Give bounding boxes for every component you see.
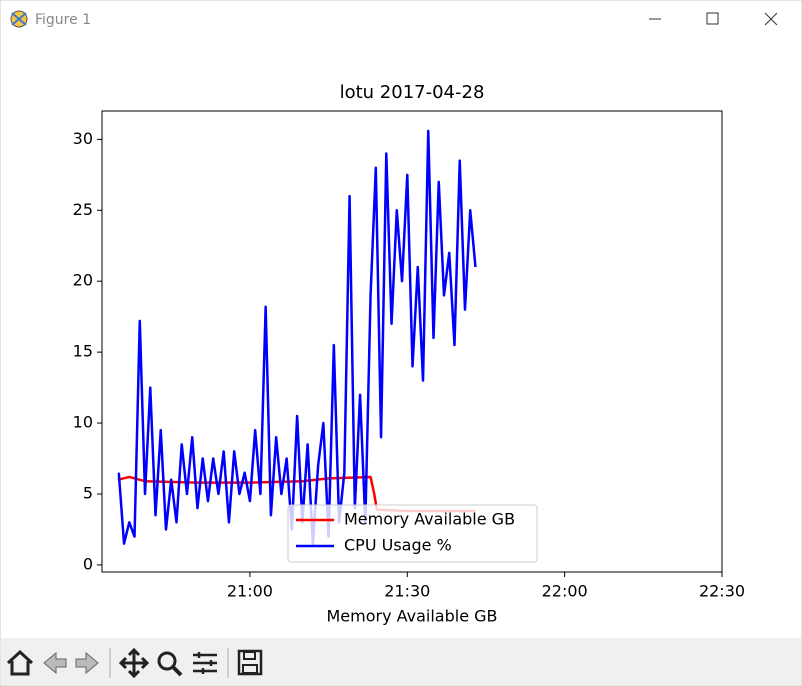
- app-icon: [10, 10, 28, 28]
- x-tick-label: 21:00: [227, 582, 273, 601]
- home-button[interactable]: [6, 649, 34, 676]
- y-tick-label: 25: [73, 200, 93, 219]
- legend: Memory Available GB CPU Usage %: [287, 504, 538, 563]
- x-tick-label: 21:30: [384, 582, 430, 601]
- legend-label: CPU Usage %: [344, 536, 452, 555]
- chart-title: lotu 2017-04-28: [340, 82, 485, 103]
- save-button[interactable]: [237, 649, 263, 676]
- close-button[interactable]: [764, 12, 778, 26]
- configure-button[interactable]: [193, 652, 217, 674]
- forward-button[interactable]: [75, 651, 99, 675]
- x-tick-label: 22:00: [542, 582, 588, 601]
- y-tick-label: 20: [73, 271, 93, 290]
- maximize-button[interactable]: [706, 12, 719, 25]
- back-button[interactable]: [43, 651, 67, 675]
- legend-box: [287, 504, 538, 563]
- zoom-button[interactable]: [157, 651, 183, 677]
- y-tick-label: 10: [73, 413, 93, 432]
- y-tick-label: 5: [83, 483, 93, 502]
- x-axis-label: Memory Available GB: [326, 607, 497, 626]
- y-tick-label: 15: [73, 342, 93, 361]
- y-tick-label: 0: [83, 554, 93, 573]
- axes: 0 5 10 15 20 25 30 21:00 21:30 22:00 22:30: [73, 129, 745, 601]
- legend-label: Memory Available GB: [344, 510, 515, 529]
- toolbar-icons: [6, 647, 263, 679]
- data-line: [117, 129, 477, 545]
- pan-button[interactable]: [118, 647, 150, 679]
- x-tick-label: 22:30: [699, 582, 745, 601]
- window-title: Figure 1: [35, 12, 91, 28]
- y-tick-label: 30: [73, 129, 93, 148]
